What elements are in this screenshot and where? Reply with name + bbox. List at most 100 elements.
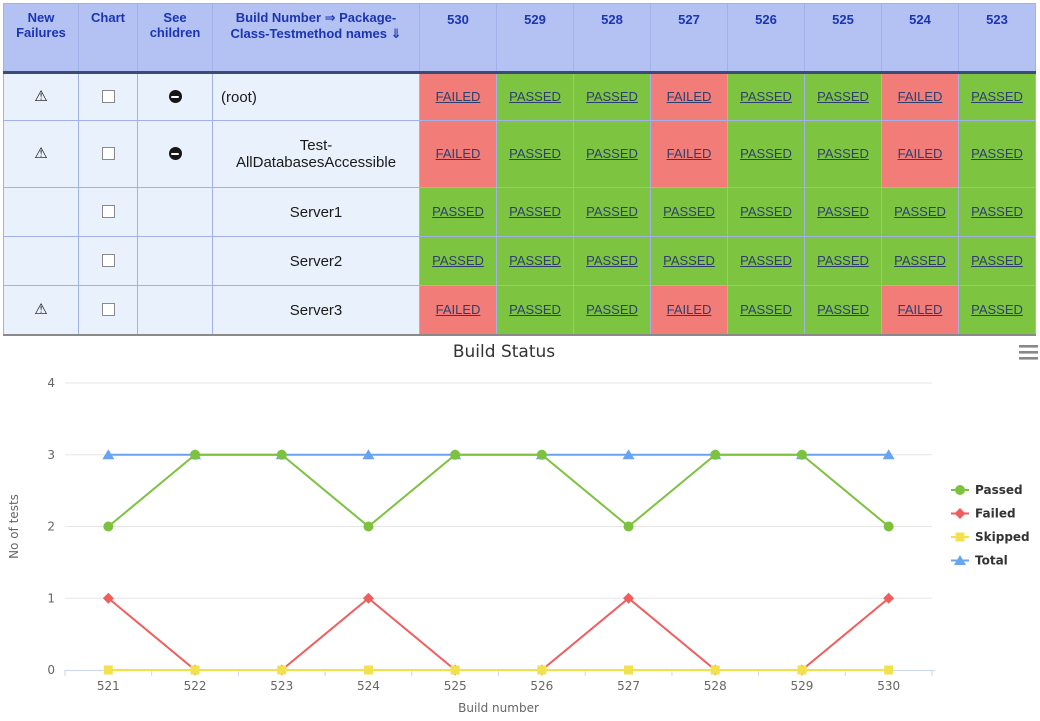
result-link[interactable]: FAILED [666, 146, 712, 161]
header-build-526: 526 [727, 3, 805, 74]
result-link[interactable]: PASSED [432, 253, 484, 268]
result-link[interactable]: FAILED [666, 89, 712, 104]
legend-marker-skipped [955, 532, 965, 542]
series-marker-passed [363, 521, 374, 532]
result-link[interactable]: PASSED [971, 146, 1023, 161]
y-axis-tick-label: 4 [47, 376, 55, 390]
result-link[interactable]: PASSED [663, 204, 715, 219]
result-cell-build-525: PASSED [804, 120, 882, 188]
chart-context-menu-icon[interactable] [1019, 345, 1038, 348]
result-link[interactable]: PASSED [817, 253, 869, 268]
result-link[interactable]: FAILED [435, 302, 481, 317]
result-link[interactable]: PASSED [817, 302, 869, 317]
see-children-cell [137, 187, 213, 237]
result-link[interactable]: PASSED [586, 302, 638, 317]
legend-marker-passed [955, 485, 965, 495]
x-axis-tick-label: 525 [444, 679, 467, 693]
result-link[interactable]: FAILED [897, 146, 943, 161]
chart-checkbox[interactable] [101, 205, 115, 219]
y-axis-tick-label: 1 [47, 591, 55, 605]
legend-label-failed[interactable]: Failed [975, 507, 1016, 521]
result-link[interactable]: PASSED [509, 146, 561, 161]
chart-checkbox[interactable] [101, 90, 115, 104]
chart-context-menu-icon[interactable] [1019, 357, 1038, 360]
result-link[interactable]: PASSED [740, 89, 792, 104]
x-axis-tick-label: 530 [877, 679, 900, 693]
new-failures-cell: ⚠ [3, 72, 79, 121]
x-axis-tick-label: 528 [704, 679, 727, 693]
chart-checkbox[interactable] [101, 147, 115, 161]
warning-icon: ⚠ [34, 87, 48, 105]
series-marker-passed [536, 449, 547, 460]
series-marker-total [362, 449, 375, 460]
see-children-cell [137, 72, 213, 121]
result-link[interactable]: PASSED [740, 204, 792, 219]
result-link[interactable]: FAILED [897, 89, 943, 104]
result-link[interactable]: PASSED [971, 204, 1023, 219]
result-link[interactable]: PASSED [894, 204, 946, 219]
see-children-cell [137, 285, 213, 336]
legend-label-total[interactable]: Total [975, 554, 1008, 568]
result-cell-build-527: PASSED [650, 187, 728, 237]
series-marker-passed [796, 449, 807, 460]
result-link[interactable]: PASSED [586, 89, 638, 104]
result-link[interactable]: PASSED [740, 146, 792, 161]
result-link[interactable]: PASSED [817, 146, 869, 161]
result-link[interactable]: PASSED [509, 302, 561, 317]
result-link[interactable]: PASSED [740, 253, 792, 268]
legend-label-skipped[interactable]: Skipped [975, 530, 1030, 544]
header-build-530: 530 [419, 3, 497, 74]
series-line-passed [107, 453, 890, 528]
series-marker-total [622, 449, 635, 460]
result-link[interactable]: PASSED [586, 146, 638, 161]
result-link[interactable]: PASSED [509, 89, 561, 104]
result-link[interactable]: FAILED [435, 89, 481, 104]
result-link[interactable]: PASSED [817, 204, 869, 219]
new-failures-cell: ⚠ [3, 285, 79, 336]
chart-checkbox[interactable] [101, 254, 115, 268]
test-name-cell: Server1 [212, 187, 420, 237]
result-link[interactable]: FAILED [666, 302, 712, 317]
result-link[interactable]: PASSED [894, 253, 946, 268]
result-link[interactable]: PASSED [432, 204, 484, 219]
result-link[interactable]: PASSED [971, 253, 1023, 268]
series-marker-skipped [103, 665, 113, 675]
series-line-failed [107, 597, 890, 671]
y-axis-title: No of tests [7, 494, 21, 559]
chart-cell [78, 285, 138, 336]
result-link[interactable]: PASSED [740, 302, 792, 317]
test-results-table: New Failures Chart See children Build Nu… [3, 3, 1036, 336]
collapse-children-icon[interactable] [168, 90, 182, 104]
result-cell-build-530: PASSED [419, 187, 497, 237]
table-header-row: New Failures Chart See children Build Nu… [3, 3, 1036, 74]
result-link[interactable]: PASSED [971, 302, 1023, 317]
result-link[interactable]: PASSED [817, 89, 869, 104]
series-marker-total [882, 449, 895, 460]
test-name-cell: (root) [212, 72, 420, 121]
legend-marker-total [954, 555, 966, 565]
result-link[interactable]: PASSED [509, 204, 561, 219]
result-link[interactable]: PASSED [586, 253, 638, 268]
result-cell-build-525: PASSED [804, 72, 882, 121]
result-link[interactable]: PASSED [586, 204, 638, 219]
chart-checkbox[interactable] [101, 303, 115, 317]
result-link[interactable]: FAILED [897, 302, 943, 317]
chart-cell [78, 72, 138, 121]
result-link[interactable]: PASSED [971, 89, 1023, 104]
series-marker-passed [883, 521, 894, 532]
result-link[interactable]: FAILED [435, 146, 481, 161]
collapse-children-icon[interactable] [168, 147, 182, 161]
header-build-523: 523 [958, 3, 1036, 74]
series-marker-skipped [277, 665, 287, 675]
result-link[interactable]: PASSED [663, 253, 715, 268]
legend-label-passed[interactable]: Passed [975, 483, 1023, 497]
result-link[interactable]: PASSED [509, 253, 561, 268]
result-cell-build-530: PASSED [419, 236, 497, 286]
result-cell-build-523: PASSED [958, 236, 1036, 286]
series-marker-skipped [190, 665, 200, 675]
series-marker-skipped [624, 665, 634, 675]
result-cell-build-526: PASSED [727, 72, 805, 121]
chart-context-menu-icon[interactable] [1019, 351, 1038, 354]
minus-bar [171, 95, 179, 99]
series-marker-passed [623, 521, 634, 532]
